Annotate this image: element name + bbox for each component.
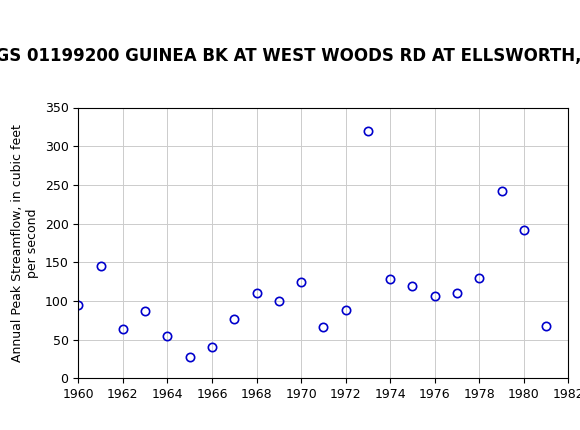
Text: USGS: USGS [35, 12, 99, 33]
Text: USGS 01199200 GUINEA BK AT WEST WOODS RD AT ELLSWORTH, CT: USGS 01199200 GUINEA BK AT WEST WOODS RD… [0, 47, 580, 65]
Text: ≋: ≋ [5, 11, 26, 34]
Y-axis label: Annual Peak Streamflow, in cubic feet
per second: Annual Peak Streamflow, in cubic feet pe… [11, 124, 39, 362]
